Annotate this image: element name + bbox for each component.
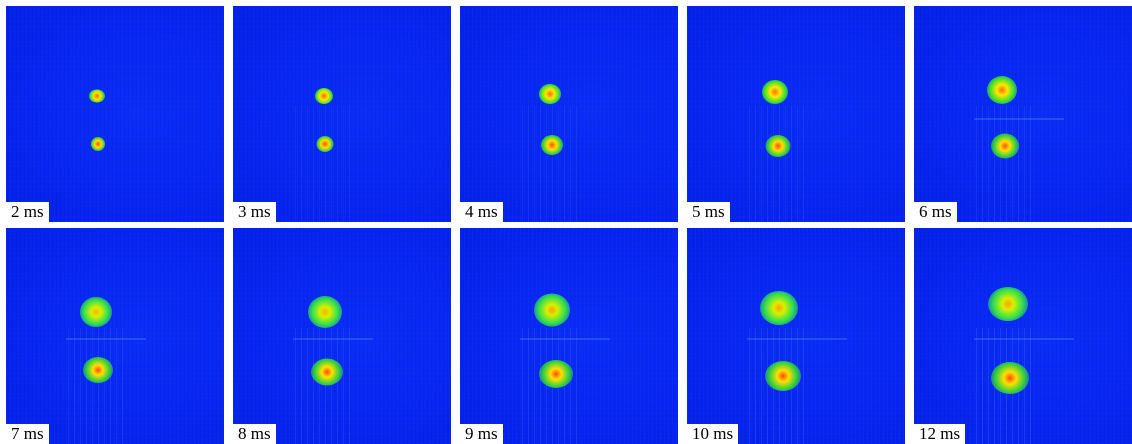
upper-spot <box>308 296 342 328</box>
frame-panel-2: 3 ms <box>233 6 451 222</box>
frame-panel-10: 12 ms <box>914 228 1132 444</box>
frame-panel-4: 5 ms <box>687 6 905 222</box>
frame-panel-1: 2 ms <box>6 6 224 222</box>
frame-panel-8: 9 ms <box>460 228 678 444</box>
frame-panel-9: 10 ms <box>687 228 905 444</box>
frame-panel-3: 4 ms <box>460 6 678 222</box>
lower-spot <box>991 362 1029 394</box>
upper-spot <box>89 89 105 103</box>
lower-spot <box>765 135 791 157</box>
time-label: 10 ms <box>687 424 739 444</box>
time-label: 3 ms <box>233 202 276 222</box>
lower-spot <box>541 135 563 155</box>
upper-spot <box>987 76 1017 104</box>
time-label: 12 ms <box>914 424 966 444</box>
time-label: 9 ms <box>460 424 503 444</box>
lower-spot <box>539 360 573 388</box>
lower-spot <box>991 133 1019 159</box>
frame-grid: 2 ms 3 ms 4 ms 5 ms 6 ms 7 ms <box>6 6 1132 444</box>
time-label: 2 ms <box>6 202 49 222</box>
frame-panel-7: 8 ms <box>233 228 451 444</box>
upper-spot <box>539 84 561 104</box>
time-label: 7 ms <box>6 424 49 444</box>
lower-spot <box>311 358 343 386</box>
frame-panel-6: 7 ms <box>6 228 224 444</box>
upper-spot <box>988 287 1028 321</box>
time-label: 6 ms <box>914 202 957 222</box>
upper-spot <box>80 297 112 327</box>
time-label: 5 ms <box>687 202 730 222</box>
time-label: 4 ms <box>460 202 503 222</box>
time-label: 8 ms <box>233 424 276 444</box>
lower-spot <box>83 357 113 383</box>
frame-panel-5: 6 ms <box>914 6 1132 222</box>
upper-spot <box>760 291 798 325</box>
lower-spot <box>765 361 801 391</box>
upper-spot <box>315 88 333 104</box>
lower-spot <box>91 137 105 151</box>
lower-spot <box>316 136 334 152</box>
upper-spot <box>534 293 570 327</box>
upper-spot <box>762 80 788 104</box>
